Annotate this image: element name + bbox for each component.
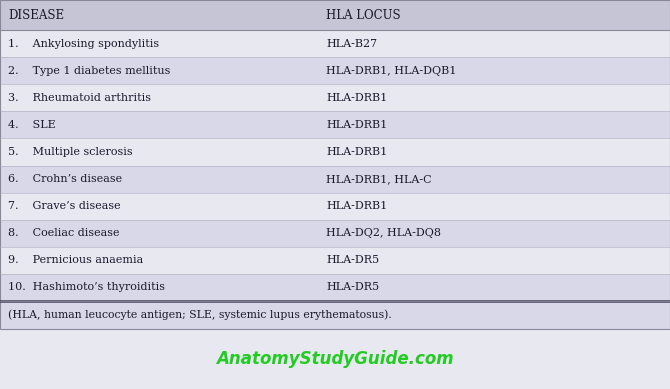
Text: HLA LOCUS: HLA LOCUS [326, 9, 401, 21]
Text: (HLA, human leucocyte antigen; SLE, systemic lupus erythematosus).: (HLA, human leucocyte antigen; SLE, syst… [8, 310, 392, 320]
Text: 10.  Hashimoto’s thyroiditis: 10. Hashimoto’s thyroiditis [8, 282, 165, 293]
Text: 7.    Grave’s disease: 7. Grave’s disease [8, 201, 121, 211]
Text: HLA-DRB1: HLA-DRB1 [326, 120, 387, 130]
Bar [0, 220, 670, 247]
Bar [0, 0, 670, 30]
Text: HLA-DRB1, HLA-DQB1: HLA-DRB1, HLA-DQB1 [326, 66, 457, 75]
Text: HLA-B27: HLA-B27 [326, 39, 377, 49]
Text: HLA-DQ2, HLA-DQ8: HLA-DQ2, HLA-DQ8 [326, 228, 442, 238]
Bar [0, 57, 670, 84]
Text: HLA-DRB1: HLA-DRB1 [326, 147, 387, 157]
Bar [0, 30, 670, 57]
Text: 3.    Rheumatoid arthritis: 3. Rheumatoid arthritis [8, 93, 151, 103]
Text: HLA-DRB1: HLA-DRB1 [326, 93, 387, 103]
Text: 8.    Coeliac disease: 8. Coeliac disease [8, 228, 119, 238]
Text: 5.    Multiple sclerosis: 5. Multiple sclerosis [8, 147, 133, 157]
Text: 2.    Type 1 diabetes mellitus: 2. Type 1 diabetes mellitus [8, 66, 170, 75]
Bar [0, 165, 670, 193]
Text: HLA-DRB1, HLA-C: HLA-DRB1, HLA-C [326, 174, 432, 184]
Text: DISEASE: DISEASE [8, 9, 64, 21]
Text: 9.    Pernicious anaemia: 9. Pernicious anaemia [8, 255, 143, 265]
Bar [0, 329, 670, 389]
Text: HLA-DR5: HLA-DR5 [326, 282, 379, 293]
Bar [0, 0, 670, 329]
Bar [0, 247, 670, 274]
Text: AnatomyStudyGuide.com: AnatomyStudyGuide.com [216, 350, 454, 368]
Text: 4.    SLE: 4. SLE [8, 120, 56, 130]
Bar [0, 138, 670, 165]
Text: HLA-DR5: HLA-DR5 [326, 255, 379, 265]
Text: 6.    Crohn’s disease: 6. Crohn’s disease [8, 174, 122, 184]
Bar [0, 301, 670, 329]
Bar [0, 274, 670, 301]
Text: HLA-DRB1: HLA-DRB1 [326, 201, 387, 211]
Bar [0, 193, 670, 220]
Bar [0, 111, 670, 138]
Bar [0, 84, 670, 111]
Text: 1.    Ankylosing spondylitis: 1. Ankylosing spondylitis [8, 39, 159, 49]
